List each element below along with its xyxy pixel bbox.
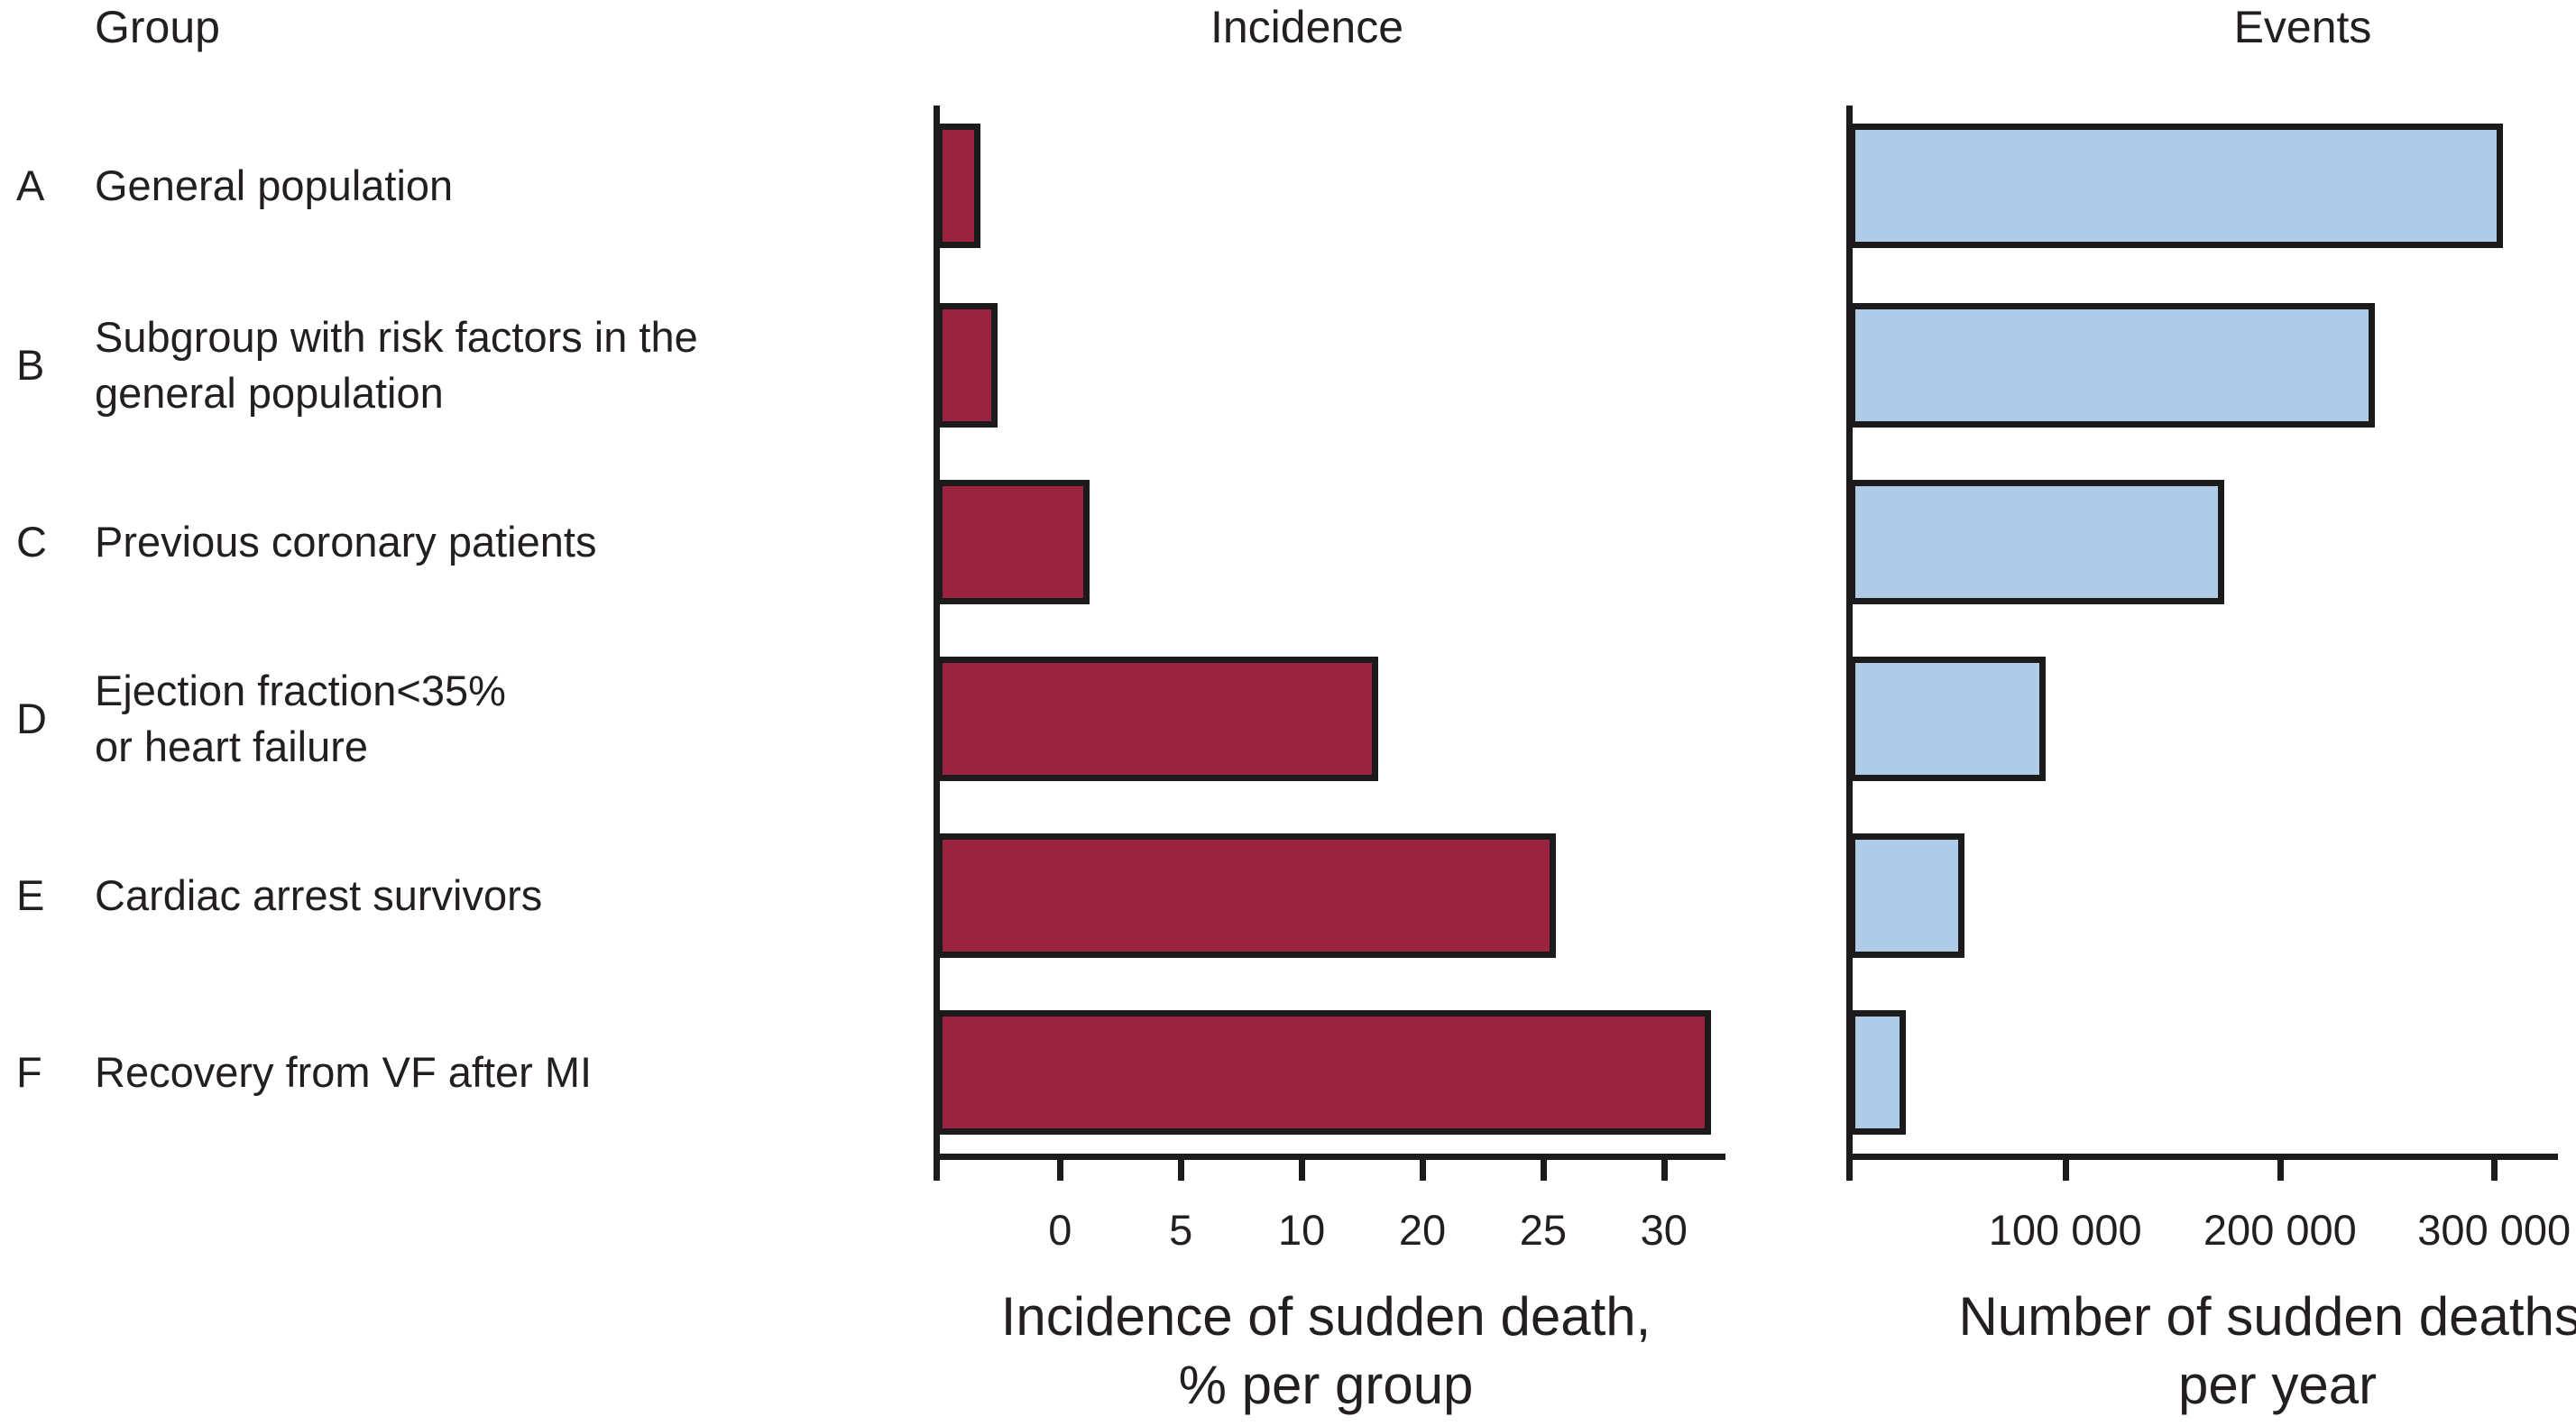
group-letter-B: B	[16, 341, 45, 389]
incidence-tick-label-20: 20	[1398, 1206, 1447, 1254]
events-x-axis	[1846, 1154, 2558, 1160]
incidence-axis-title-line1: Incidence of sudden death,	[1000, 1286, 1651, 1347]
incidence-tick-5	[1178, 1154, 1185, 1181]
incidence-tick-label-5: 5	[1169, 1206, 1193, 1254]
events-bar-C	[1849, 480, 2224, 604]
incidence-tick-20	[1420, 1154, 1426, 1181]
events-y-axis	[1846, 106, 1853, 1181]
group-letter-A: A	[16, 161, 45, 209]
events-bar-B	[1849, 303, 2375, 428]
group-label-D: Ejection fraction<35% or heart failure	[95, 663, 506, 775]
events-bar-E	[1849, 833, 1964, 958]
group-letter-D: D	[16, 695, 47, 742]
events-axis-title: Number of sudden deaths, per year	[1958, 1283, 2576, 1420]
group-label-line: Subgroup with risk factors in the	[95, 313, 698, 361]
incidence-bar-A	[936, 124, 980, 248]
events-bar-A	[1849, 124, 2503, 248]
group-label-line: or heart failure	[95, 722, 369, 770]
events-bar-F	[1849, 1010, 1906, 1135]
incidence-tick-label-0: 0	[1048, 1206, 1072, 1254]
incidence-tick-10	[1299, 1154, 1306, 1181]
events-tick-300 000	[2491, 1154, 2498, 1181]
group-label-line: Ejection fraction<35%	[95, 667, 506, 714]
events-axis-title-line2: per year	[2177, 1355, 2378, 1415]
incidence-tick-30	[1661, 1154, 1668, 1181]
incidence-tick-0	[1057, 1154, 1064, 1181]
incidence-tick-label-30: 30	[1640, 1206, 1688, 1254]
incidence-tick-25	[1540, 1154, 1547, 1181]
group-label-line: Recovery from VF after MI	[95, 1048, 593, 1096]
group-label-line: general population	[95, 369, 444, 417]
events-tick-100 000	[2062, 1154, 2069, 1181]
column-header-incidence: Incidence	[1210, 2, 1404, 52]
incidence-y-axis	[934, 106, 940, 1181]
incidence-bar-B	[936, 303, 998, 428]
events-bar-D	[1849, 657, 2046, 781]
incidence-tick-label-25: 25	[1519, 1206, 1568, 1254]
group-label-B: Subgroup with risk factors in the general…	[95, 309, 698, 421]
group-label-F: Recovery from VF after MI	[95, 1044, 592, 1100]
incidence-axis-title-line2: % per group	[1178, 1355, 1474, 1415]
incidence-x-axis	[934, 1154, 1725, 1160]
incidence-bar-C	[936, 480, 1090, 604]
events-tick-200 000	[2277, 1154, 2284, 1181]
events-tick-label-200 000: 200 000	[2203, 1206, 2357, 1254]
incidence-bar-E	[936, 833, 1556, 958]
column-header-events: Events	[2233, 2, 2372, 52]
group-letter-F: F	[16, 1048, 42, 1096]
incidence-bar-D	[936, 657, 1378, 781]
group-letter-C: C	[16, 518, 47, 566]
group-label-E: Cardiac arrest survivors	[95, 868, 542, 924]
incidence-axis-title: Incidence of sudden death, % per group	[1001, 1283, 1651, 1420]
incidence-bar-F	[936, 1010, 1711, 1135]
group-label-line: Previous coronary patients	[95, 518, 597, 566]
column-header-group: Group	[95, 2, 220, 52]
group-label-line: Cardiac arrest survivors	[95, 871, 543, 919]
group-label-line: General population	[95, 161, 454, 209]
group-label-A: General population	[95, 158, 453, 214]
events-tick-label-300 000: 300 000	[2417, 1206, 2571, 1254]
events-tick-label-100 000: 100 000	[1988, 1206, 2142, 1254]
group-label-C: Previous coronary patients	[95, 514, 596, 570]
events-axis-title-line1: Number of sudden deaths,	[1958, 1286, 2576, 1347]
incidence-tick-label-10: 10	[1277, 1206, 1326, 1254]
group-letter-E: E	[16, 871, 45, 919]
